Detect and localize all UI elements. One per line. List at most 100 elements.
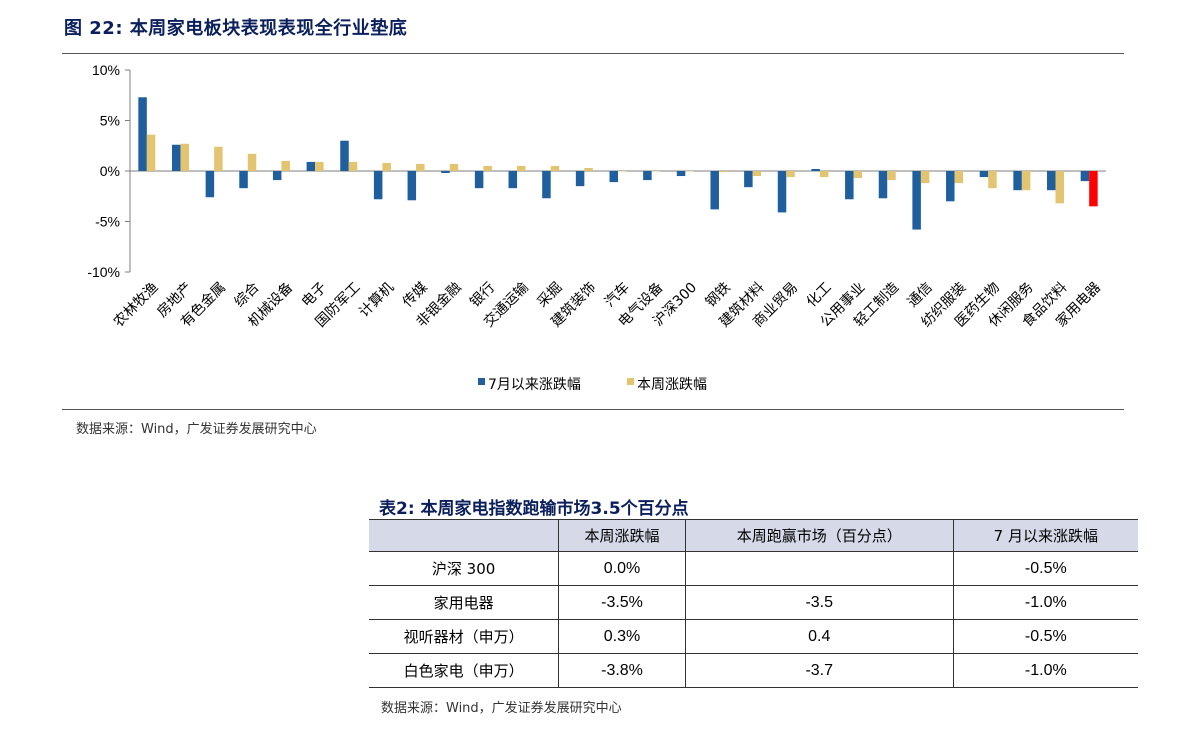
- table-cell: 0.0%: [558, 551, 686, 586]
- table-row: 视听器材（申万） 0.3% 0.4 -0.5%: [369, 619, 1138, 654]
- bar-series-2: [786, 171, 795, 178]
- figure-title: 图 22: 本周家电板块表现表现全行业垫底: [64, 18, 408, 39]
- table-cell: -3.5%: [558, 585, 686, 620]
- bar-series-1: [979, 171, 989, 178]
- bar-series-2: [281, 160, 290, 171]
- bar-series-1: [710, 171, 719, 210]
- bar-series-2: [214, 146, 223, 171]
- bar-series-2: [685, 171, 694, 172]
- table-cell: -0.5%: [953, 619, 1138, 654]
- bar-series-2: [1021, 171, 1031, 191]
- y-tick-label: 10%: [92, 62, 120, 78]
- y-tick-label: -5%: [95, 214, 120, 230]
- bar-series-1: [373, 171, 383, 200]
- bar-series-2: [180, 143, 189, 171]
- bar-series-2: [718, 171, 728, 173]
- bar-series-1: [609, 171, 618, 183]
- bar-series-1: [272, 171, 282, 181]
- table-cell: 白色家电（申万）: [369, 653, 560, 688]
- table-cell: -1.0%: [953, 585, 1138, 620]
- table-header-row: 本周涨跌幅 本周跑赢市场（百分点） 7 月以来涨跌幅: [369, 519, 1138, 552]
- bar-series-1: [744, 171, 753, 188]
- bar-series-1: [474, 171, 484, 189]
- table-cell: 沪深 300: [369, 551, 560, 586]
- bar-series-2: [382, 162, 391, 171]
- table-row: 白色家电（申万） -3.8% -3.7 -1.0%: [369, 653, 1138, 688]
- table-cell: [685, 551, 954, 586]
- bar-series-1: [1047, 171, 1056, 191]
- bar-series-2: [954, 171, 964, 184]
- table-header-cell: 本周跑赢市场（百分点）: [685, 519, 954, 552]
- bar-series-1: [1013, 171, 1022, 191]
- bar-series-1: [138, 97, 147, 171]
- bar-series-1: [1080, 171, 1090, 182]
- y-tick-label: -10%: [87, 264, 120, 280]
- bar-series-1: [946, 171, 955, 202]
- bar-series-2: [315, 161, 324, 171]
- table-cell: -0.5%: [953, 551, 1138, 586]
- table-header-cell: 本周涨跌幅: [558, 519, 686, 552]
- bar-series-1: [508, 171, 518, 189]
- bar-series-2: [247, 153, 257, 171]
- table-source-note: 数据来源：Wind，广发证券发展研究中心: [381, 701, 622, 716]
- bar-series-2: [1055, 171, 1065, 204]
- bar-series-1: [306, 161, 316, 171]
- table-header-cell: [369, 519, 560, 552]
- bar-series-1: [912, 171, 921, 230]
- table-cell: 视听器材（申万）: [369, 619, 560, 654]
- bar-series-2: [348, 161, 358, 171]
- chart-source-note: 数据来源：Wind，广发证券发展研究中心: [76, 422, 317, 437]
- table-cell: -3.7: [685, 653, 954, 688]
- table-row: 家用电器 -3.5% -3.5 -1.0%: [369, 585, 1138, 620]
- x-tick-label: 农林牧渔: [111, 280, 162, 331]
- bar-series-1: [239, 171, 248, 189]
- chart-bottom-divider: [62, 409, 1124, 410]
- table-cell: 家用电器: [369, 585, 560, 620]
- table-cell: 0.4: [685, 619, 954, 654]
- top-divider: [62, 53, 1124, 54]
- legend-swatch: [478, 378, 485, 385]
- table-cell: 0.3%: [558, 619, 686, 654]
- bar-series-2: [618, 171, 627, 172]
- bar-series-1: [676, 171, 686, 177]
- bar-series-1: [407, 171, 417, 201]
- bar-series-2: [651, 171, 661, 172]
- y-tick-label: 0%: [100, 163, 120, 179]
- bar-series-1: [171, 144, 181, 171]
- bar-series-2: [752, 171, 762, 177]
- x-tick-label: 计算机: [356, 280, 397, 321]
- legend-label: 7月以来涨跌幅: [488, 377, 581, 393]
- bar-series-2: [584, 167, 593, 171]
- bar-series-1: [205, 171, 215, 198]
- bar-series-2: [853, 171, 863, 179]
- bar-series-2: [920, 171, 930, 184]
- bar-series-2: [146, 134, 156, 171]
- bar-series-1: [777, 171, 787, 213]
- bar-series-1: [340, 140, 349, 171]
- table-row: 沪深 300 0.0% -0.5%: [369, 551, 1138, 586]
- bar-series-1: [643, 171, 652, 181]
- table-cell: -3.5: [685, 585, 954, 620]
- table-header-cell: 7 月以来涨跌幅: [953, 519, 1138, 552]
- bar-series-1: [441, 171, 450, 174]
- bar-series-2: [988, 171, 997, 189]
- bar-series-1: [542, 171, 551, 199]
- bar-series-2: [483, 165, 492, 171]
- bar-series-2: [517, 165, 526, 171]
- legend-swatch: [627, 378, 634, 385]
- bar-series-2: [550, 165, 560, 171]
- bar-series-2: [416, 163, 425, 171]
- bar-series-2: [819, 171, 829, 178]
- bar-series-1: [878, 171, 888, 199]
- bar-series-2: [887, 171, 896, 181]
- table-cell: -1.0%: [953, 653, 1138, 688]
- table-cell: -3.8%: [558, 653, 686, 688]
- legend-label: 本周涨跌幅: [637, 377, 707, 393]
- bar-series-1: [845, 171, 854, 200]
- bar-series-2: [1089, 171, 1098, 207]
- y-tick-label: 5%: [100, 113, 120, 129]
- bar-series-1: [575, 171, 585, 187]
- table-title: 表2: 本周家电指数跑输市场3.5个百分点: [379, 499, 689, 519]
- bar-series-2: [449, 163, 459, 171]
